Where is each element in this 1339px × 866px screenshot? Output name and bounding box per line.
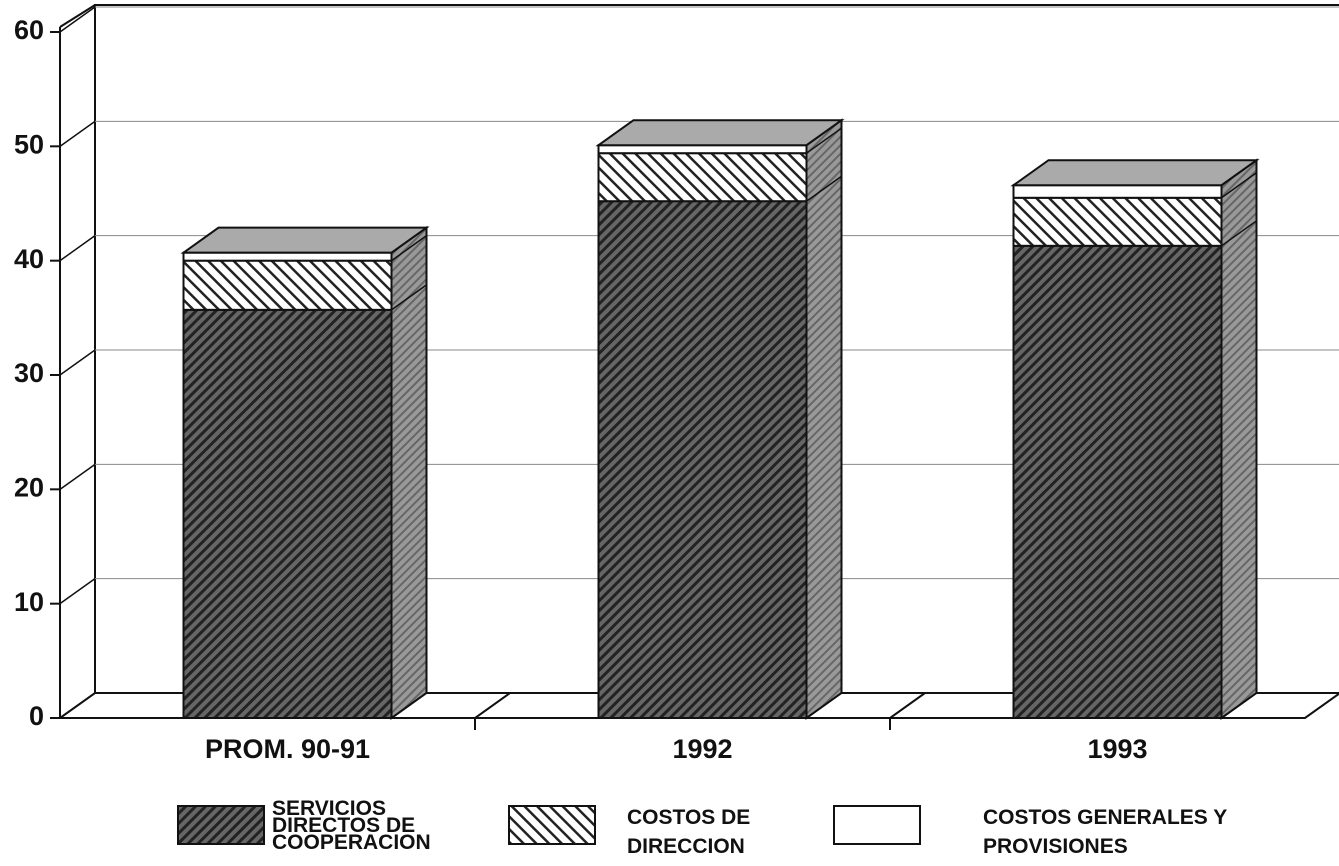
y-axis-side xyxy=(59,4,96,28)
grid-side xyxy=(59,578,96,605)
legend-label: COSTOS GENERALES Y PROVISIONES xyxy=(983,806,1227,858)
grid-side xyxy=(59,235,96,262)
y-tick-label: 30 xyxy=(14,358,44,388)
bar-segment xyxy=(1012,196,1223,247)
x-tick-label: 1993 xyxy=(1087,734,1147,764)
x-tick xyxy=(889,692,926,730)
legend-swatch xyxy=(177,805,265,845)
bar-segment xyxy=(182,308,393,719)
bar-side xyxy=(390,225,428,720)
bar-segment xyxy=(182,259,393,311)
grid-side xyxy=(59,120,96,147)
side-edge xyxy=(1221,172,1257,199)
y-tick-label: 10 xyxy=(14,587,44,617)
bar-top xyxy=(595,119,845,147)
bar-segment xyxy=(1012,244,1223,719)
y-tick-label: 20 xyxy=(14,472,44,502)
side-edge xyxy=(1221,220,1257,247)
y-tick-label: 50 xyxy=(14,129,44,159)
bar-segment xyxy=(597,200,808,720)
side-edge xyxy=(806,127,842,154)
bar-top xyxy=(180,226,430,254)
bar-side xyxy=(805,118,843,720)
grid-side xyxy=(59,463,96,490)
x-tick-label: 1992 xyxy=(672,734,732,764)
side-edge xyxy=(391,284,427,311)
legend-swatch xyxy=(508,805,596,845)
bar-top xyxy=(1010,159,1260,187)
side-edge xyxy=(806,175,842,202)
legend-label: COSTOS DE DIRECCION xyxy=(627,806,751,858)
grid-side xyxy=(59,6,96,33)
legend-label: SERVICIOS DIRECTOS DE COOPERACION xyxy=(272,797,431,854)
x-tick xyxy=(474,692,511,730)
bar-segment xyxy=(597,152,808,203)
legend-swatch xyxy=(833,805,921,845)
bar-segment xyxy=(182,251,393,262)
bar-side xyxy=(1220,158,1258,720)
bar-segment xyxy=(1012,184,1223,199)
x-tick-label: PROM. 90-91 xyxy=(205,734,370,764)
grid-side xyxy=(59,349,96,376)
y-tick-label: 60 xyxy=(14,15,44,45)
y-tick-label: 0 xyxy=(29,701,44,731)
y-tick-label: 40 xyxy=(14,244,44,274)
side-edge xyxy=(391,235,427,262)
bar-segment xyxy=(597,144,808,155)
